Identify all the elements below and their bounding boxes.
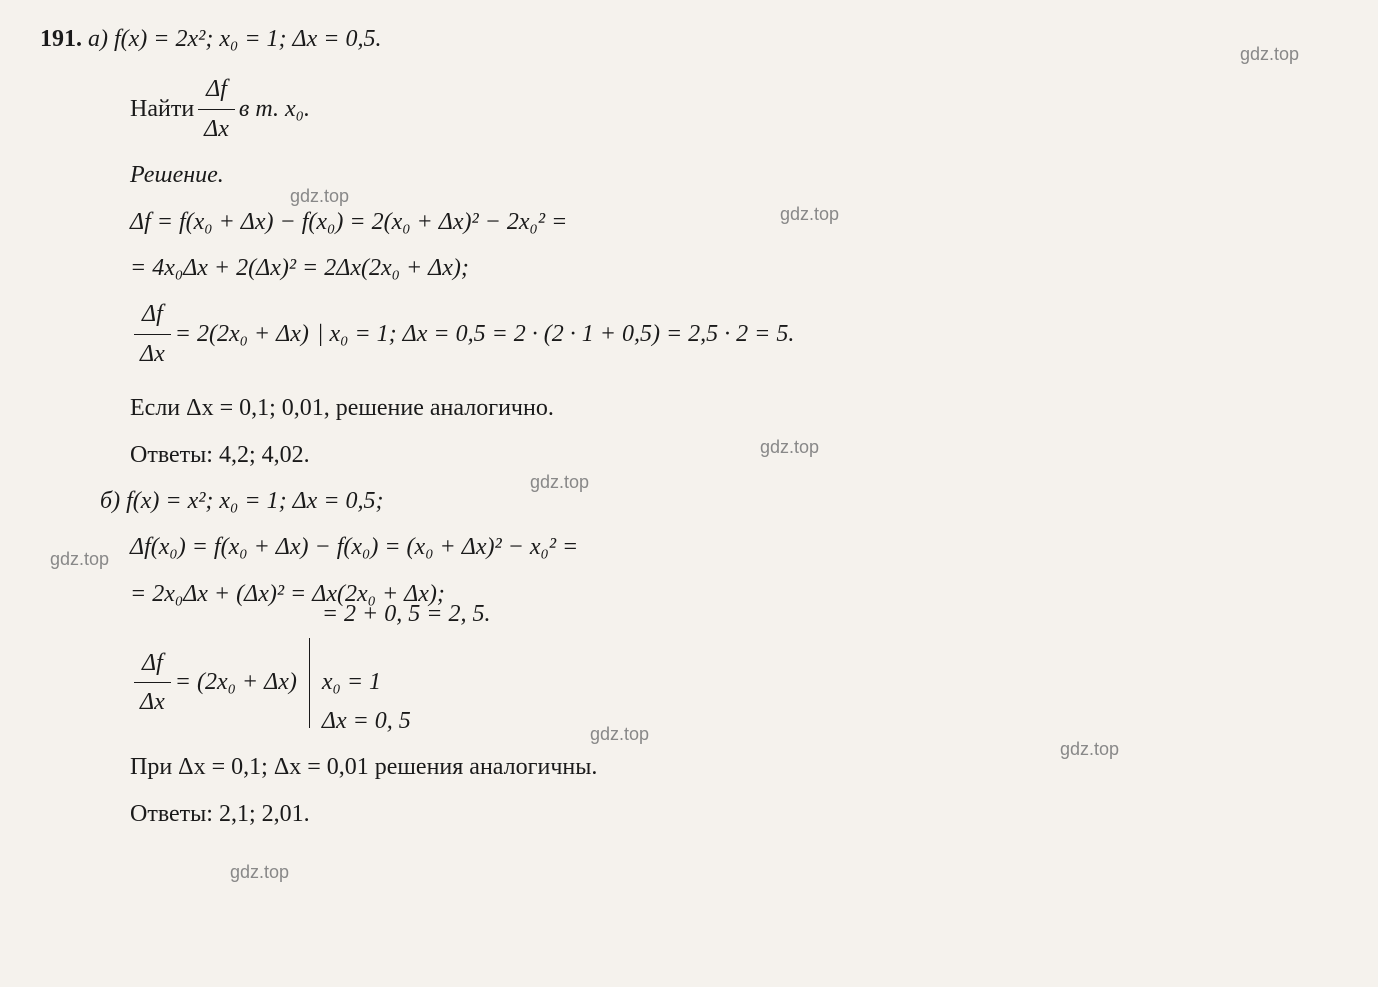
fraction-df-dx: Δf Δx [198, 70, 235, 148]
frac-num: Δf [198, 70, 235, 109]
part-a-step1: Δf = f(x₀ + Δx) − f(x₀) = 2(x₀ + Δx)² − … [40, 203, 1338, 241]
watermark: gdz.top [230, 858, 289, 887]
step3-rhs: = (2x₀ + Δx) [175, 663, 297, 701]
part-a-step3: Δf Δx = 2(2x₀ + Δx) | x₀ = 1; Δx = 0,5 =… [40, 295, 1338, 373]
part-a-step2: = 4x₀Δx + 2(Δx)² = 2Δx(2x₀ + Δx); [40, 249, 1338, 287]
watermark: gdz.top [780, 200, 839, 229]
part-b-step1: Δf(x₀) = f(x₀ + Δx) − f(x₀) = (x₀ + Δx)²… [40, 528, 1338, 566]
answers-label: Ответы: [130, 801, 213, 827]
part-a-answers: Ответы: 4,2; 4,02. [40, 436, 1338, 474]
answers-values: 2,1; 2,01. [219, 801, 310, 827]
part-b-step3: Δf Δx = (2x₀ + Δx) = 2 + 0, 5 = 2, 5. x₀… [40, 625, 1338, 740]
watermark: gdz.top [1060, 735, 1119, 764]
frac-num: Δf [134, 295, 171, 334]
vertical-bar [309, 638, 310, 728]
watermark: gdz.top [50, 545, 109, 574]
result-line: = 2 + 0, 5 = 2, 5. [322, 595, 491, 633]
part-a-note: Если Δx = 0,1; 0,01, решение аналогично. [40, 389, 1338, 427]
part-b-answers: Ответы: 2,1; 2,01. [40, 795, 1338, 833]
fraction-df-dx: Δf Δx [134, 295, 171, 373]
cond2: Δx = 0, 5 [322, 702, 491, 740]
frac-den: Δx [198, 110, 235, 148]
frac-num: Δf [134, 644, 171, 683]
watermark: gdz.top [1240, 40, 1299, 69]
problem-header: 191. а) f(x) = 2x²; x₀ = 1; Δx = 0,5. [40, 20, 1338, 58]
find-line: Найти Δf Δx в т. x₀. [40, 70, 1338, 148]
problem-number: 191. [40, 26, 82, 52]
frac-den: Δx [134, 335, 171, 373]
frac-den: Δx [134, 683, 171, 721]
solution-label: Решение. [40, 156, 1338, 194]
part-b-given: б) f(x) = x²; x₀ = 1; Δx = 0,5; [40, 482, 1338, 520]
part-b-step2: = 2x₀Δx + (Δx)² = Δx(2x₀ + Δx); [40, 575, 1338, 613]
conditions: = 2 + 0, 5 = 2, 5. x₀ = 1 Δx = 0, 5 [322, 625, 491, 740]
answers-values: 4,2; 4,02. [219, 442, 310, 468]
fraction-df-dx: Δf Δx [134, 644, 171, 722]
find-suffix: в т. x₀. [239, 90, 310, 128]
watermark: gdz.top [590, 720, 649, 749]
watermark: gdz.top [530, 468, 589, 497]
answers-label: Ответы: [130, 442, 213, 468]
part-a-given: а) f(x) = 2x²; x₀ = 1; Δx = 0,5. [88, 26, 381, 52]
part-b-note: При Δx = 0,1; Δx = 0,01 решения аналогич… [40, 748, 1338, 786]
cond1: x₀ = 1 [322, 663, 491, 701]
step3-cond: | x₀ = 1; Δx = 0,5 = 2 · (2 · 1 + 0,5) =… [317, 315, 794, 353]
watermark: gdz.top [290, 182, 349, 211]
find-label: Найти [130, 90, 194, 128]
watermark: gdz.top [760, 433, 819, 462]
step3-lhs: = 2(2x₀ + Δx) [175, 315, 309, 353]
